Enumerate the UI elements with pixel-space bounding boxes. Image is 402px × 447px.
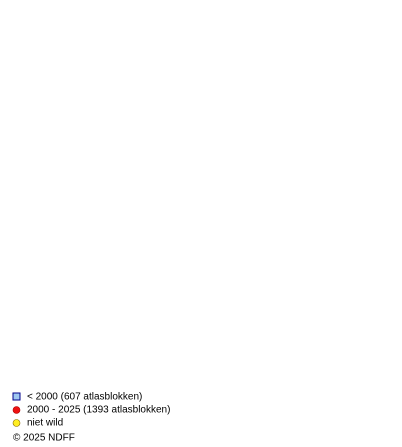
legend-label: < 2000 (607 atlasblokken) — [27, 392, 142, 403]
copyright: © 2025 NDFF — [13, 433, 75, 444]
legend: < 2000 (607 atlasblokken) 2000 - 2025 (1… — [12, 392, 170, 444]
legend-symbol-square — [12, 392, 21, 401]
legend-label: niet wild — [27, 418, 63, 429]
legend-symbol-dot — [12, 419, 21, 427]
legend-label: 2000 - 2025 (1393 atlasblokken) — [27, 405, 170, 416]
legend-symbol-dot — [12, 406, 21, 414]
